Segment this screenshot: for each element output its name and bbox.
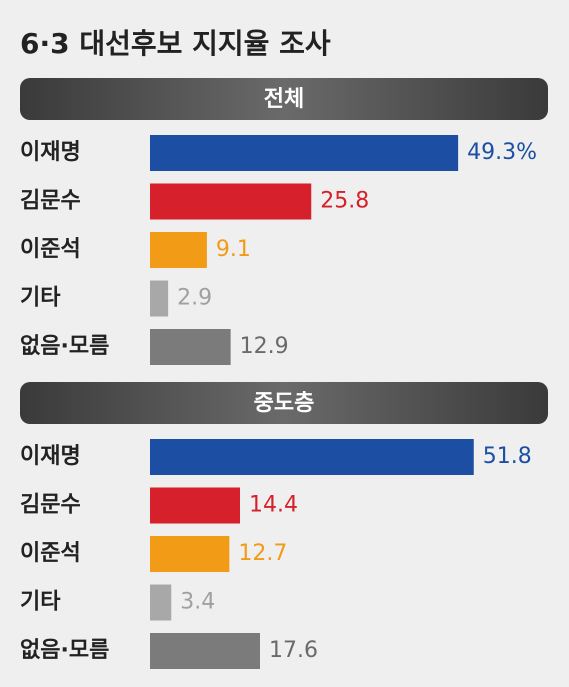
value-label: 25.8 [320,189,369,214]
bar [150,487,240,524]
bar [150,536,230,572]
value-label: 14.4 [249,493,298,518]
bar [150,183,312,220]
bar [150,439,474,475]
bar [150,633,260,669]
bar [150,584,172,621]
value-label: 17.6 [269,638,318,663]
category-label: 이재명 [20,140,81,165]
category-label: 이재명 [20,444,81,469]
bar [150,280,169,317]
category-label: 김문수 [20,189,81,214]
section-title: 전체 [264,87,304,112]
bar [150,232,207,268]
value-label: 49.3% [467,140,537,165]
category-label: 이준석 [20,541,81,566]
category-label: 없음·모름 [20,638,109,663]
value-label: 2.9 [177,286,212,311]
section-header [20,78,548,120]
value-label: 51.8 [483,444,532,469]
value-label: 9.1 [216,237,251,262]
category-label: 기타 [20,286,61,311]
value-label: 12.9 [240,334,289,359]
value-label: 3.4 [180,590,215,615]
page-title: 6·3 대선후보 지지율 조사 [20,27,331,60]
category-label: 이준석 [20,237,81,262]
value-label: 12.7 [238,541,287,566]
section-title: 중도층 [254,391,315,416]
category-label: 없음·모름 [20,334,109,359]
category-label: 기타 [20,590,61,615]
bar [150,329,231,365]
category-label: 김문수 [20,493,81,518]
bar [150,135,459,171]
section-header [20,382,548,424]
